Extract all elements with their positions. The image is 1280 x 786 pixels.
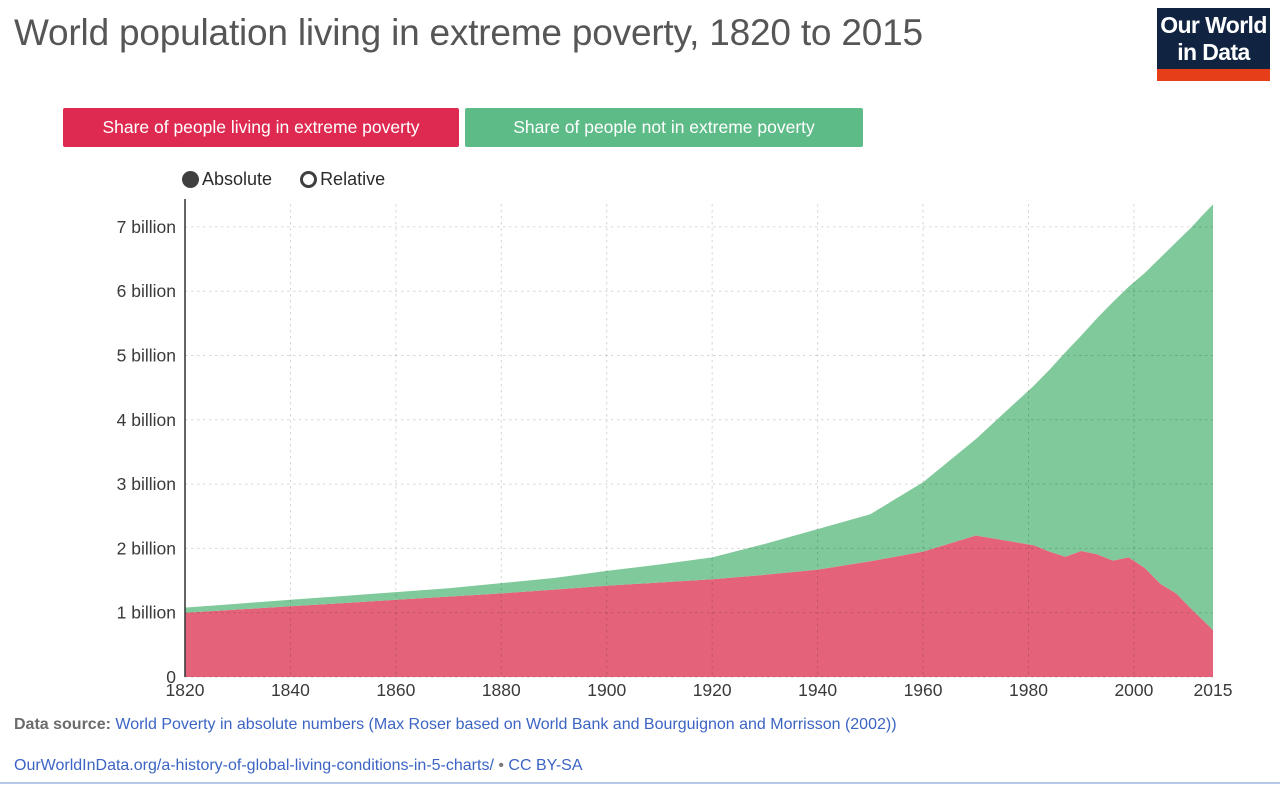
license-link[interactable]: CC BY-SA [508,757,583,774]
y-tick-label-7: 7 billion [117,217,176,237]
owid-logo[interactable]: Our World in Data [1157,8,1270,81]
x-tick-label-1880: 1880 [482,680,521,700]
owid-logo-accent-bar [1157,69,1270,81]
legend: Share of people living in extreme povert… [63,108,863,147]
page-title: World population living in extreme pover… [14,12,923,53]
data-source-line: Data source: World Poverty in absolute n… [14,716,897,734]
x-tick-label-1920: 1920 [693,680,732,700]
y-tick-label-0: 0 [166,667,176,687]
y-tick-label-4: 4 billion [117,410,176,430]
radio-open-icon [300,171,318,188]
x-tick-label-1980: 1980 [1009,680,1048,700]
legend-button-extreme-poverty[interactable]: Share of people living in extreme povert… [63,108,459,147]
x-tick-label-1900: 1900 [587,680,626,700]
legend-label-not-in-poverty: Share of people not in extreme poverty [513,117,815,137]
legend-label-extreme-poverty: Share of people living in extreme povert… [102,117,420,137]
owid-url-link[interactable]: OurWorldInData.org/a-history-of-global-l… [14,757,494,774]
x-tick-label-1960: 1960 [904,680,943,700]
x-tick-label-1820: 1820 [166,680,205,700]
y-tick-label-6: 6 billion [117,281,176,301]
owid-logo-text: Our World in Data [1157,8,1270,69]
x-tick-label-1840: 1840 [271,680,310,700]
radio-absolute-label: Absolute [202,169,273,189]
url-line: OurWorldInData.org/a-history-of-global-l… [14,757,583,775]
y-tick-label-3: 3 billion [117,474,176,494]
separator-dot: • [498,757,504,774]
x-tick-label-2000: 2000 [1114,680,1153,700]
area-not-in-poverty[interactable] [185,204,1213,631]
area-extreme-poverty[interactable] [185,535,1213,678]
radio-relative[interactable]: Relative [300,169,385,190]
x-tick-label-1940: 1940 [798,680,837,700]
x-tick-label-1860: 1860 [376,680,415,700]
data-source-label: Data source: [14,716,111,733]
y-tick-label-5: 5 billion [117,346,176,366]
owid-logo-line2: in Data [1177,39,1250,65]
absolute-relative-toggle: Absolute Relative [182,169,385,190]
radio-relative-label: Relative [320,169,386,189]
bottom-divider [0,782,1280,784]
radio-absolute[interactable]: Absolute [182,169,272,190]
x-tick-label-2015: 2015 [1194,680,1233,700]
legend-button-not-in-poverty[interactable]: Share of people not in extreme poverty [465,108,863,147]
radio-filled-icon [182,171,199,188]
owid-logo-line1: Our World [1160,12,1267,38]
y-tick-label-1: 1 billion [117,603,176,623]
data-source-link[interactable]: World Poverty in absolute numbers (Max R… [115,716,897,733]
y-tick-label-2: 2 billion [117,538,176,558]
